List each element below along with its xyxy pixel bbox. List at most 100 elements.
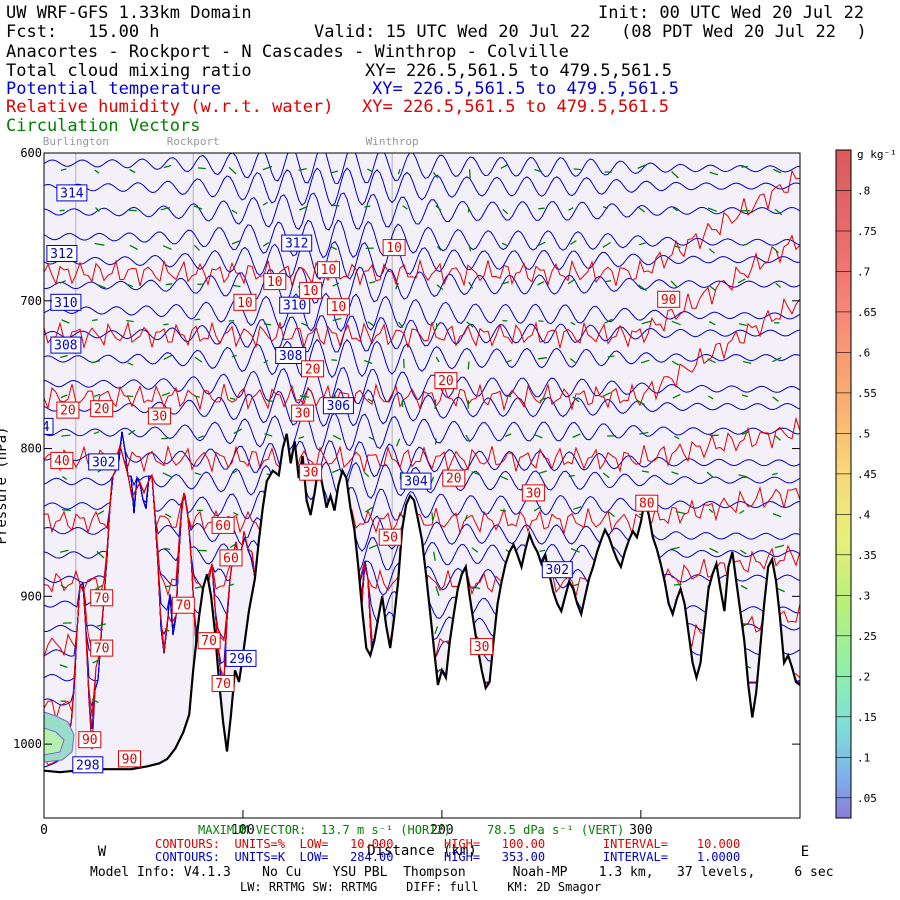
wind-vector — [539, 397, 546, 402]
theta-label-box — [275, 347, 307, 364]
wind-vector — [708, 395, 714, 400]
wind-vector — [60, 168, 67, 172]
wind-vector — [708, 508, 714, 513]
rh-label-box — [299, 463, 323, 481]
wind-vector — [638, 206, 646, 213]
wind-vector — [500, 475, 509, 481]
location-label: Burlington — [43, 135, 109, 148]
theta-contour — [44, 192, 800, 231]
rh-label: 10 — [386, 241, 402, 256]
wind-vector — [432, 551, 436, 561]
wind-vector — [636, 399, 645, 406]
rh-label: 20 — [94, 402, 110, 417]
wind-vector — [567, 279, 575, 285]
wind-vector — [129, 244, 138, 251]
theta-contour — [44, 431, 800, 479]
rh-label-box — [301, 360, 325, 378]
wind-vector — [397, 168, 401, 175]
rh-label-box — [90, 639, 114, 657]
theta-label-box — [400, 472, 432, 490]
rh-label: 10 — [237, 296, 253, 311]
rh-label-box — [635, 494, 659, 512]
field-rh-xy: XY= 226.5,561.5 to 479.5,561.5 — [362, 97, 670, 117]
wind-vector — [534, 434, 543, 439]
wind-vector — [366, 168, 373, 173]
wind-vector — [572, 396, 580, 403]
wind-vector — [741, 394, 748, 398]
wind-vector — [465, 434, 471, 443]
wind-vector — [368, 544, 379, 550]
wind-vector — [738, 474, 748, 478]
wind-vector — [126, 395, 134, 398]
theta-contour — [44, 167, 800, 207]
wind-vector — [298, 205, 308, 211]
rh-label: 10 — [267, 275, 283, 290]
wind-vector — [505, 394, 512, 398]
rh-label: 30 — [474, 640, 490, 655]
y-tick-label: 800 — [20, 442, 42, 456]
wind-vector — [164, 547, 171, 551]
theta-label: 310 — [54, 296, 77, 311]
wind-vector — [602, 206, 609, 209]
theta-label-box — [225, 649, 257, 667]
wind-vector — [91, 360, 101, 364]
wind-vector — [395, 282, 399, 290]
wind-vector — [672, 393, 681, 399]
wind-vector — [331, 359, 338, 362]
rh-label: 90 — [82, 733, 98, 748]
rh-label-box — [657, 290, 681, 308]
wind-vector — [233, 428, 243, 435]
wind-vector — [640, 359, 650, 364]
theta-label: 312 — [50, 247, 73, 262]
wind-vector — [639, 431, 649, 435]
wind-vector — [674, 245, 681, 249]
wind-vector — [197, 435, 204, 439]
wind-vector — [96, 550, 105, 559]
wind-vector — [501, 242, 508, 246]
colorbar-label: .8 — [857, 185, 870, 198]
wind-vector — [602, 472, 610, 479]
wind-vector — [262, 165, 273, 171]
wind-vector — [570, 240, 577, 245]
cloud-core — [44, 727, 65, 756]
wind-vector — [504, 433, 512, 438]
wind-vector — [468, 281, 474, 289]
theta-contour — [44, 153, 800, 185]
wind-vector — [707, 358, 716, 364]
wind-vector — [464, 514, 468, 521]
theta-label: 304 — [404, 475, 428, 490]
rh-label-box — [378, 528, 402, 546]
rh-label-box — [90, 589, 114, 607]
wind-vector — [772, 396, 779, 402]
rh-label-box — [434, 372, 458, 390]
wind-vector — [471, 547, 479, 553]
wind-vector — [398, 321, 404, 329]
wind-vector — [197, 167, 206, 170]
rh-contour-info: CONTOURS: UNITS=% LOW= 10.000 HIGH= 100.… — [155, 837, 741, 851]
wind-vector — [471, 471, 480, 476]
rh-label: 70 — [175, 599, 191, 614]
wind-vector — [500, 509, 507, 512]
rh-label-box — [299, 281, 323, 299]
wind-vector — [228, 583, 235, 587]
wind-vector — [775, 282, 782, 288]
rh-contour — [44, 234, 800, 350]
wind-vector — [127, 362, 134, 366]
wind-vector — [432, 171, 439, 179]
wind-vector — [367, 321, 375, 327]
field-theta-label: Potential temperature — [6, 79, 221, 99]
rh-label-box — [521, 484, 545, 502]
wind-vector — [298, 167, 307, 171]
rh-label-box — [263, 273, 287, 291]
wind-vector — [62, 476, 68, 480]
location-label: Winthrop — [366, 135, 419, 148]
field-rh-label: Relative humidity (w.r.t. water) — [6, 97, 334, 117]
wind-vector — [742, 360, 752, 365]
colorbar-label: .1 — [857, 751, 870, 764]
wind-vector — [673, 583, 682, 586]
theta-label: 312 — [285, 237, 308, 252]
colorbar-label: .35 — [857, 549, 877, 562]
wind-vector — [402, 205, 408, 210]
wind-vector — [126, 319, 134, 323]
wind-vector — [127, 283, 134, 288]
